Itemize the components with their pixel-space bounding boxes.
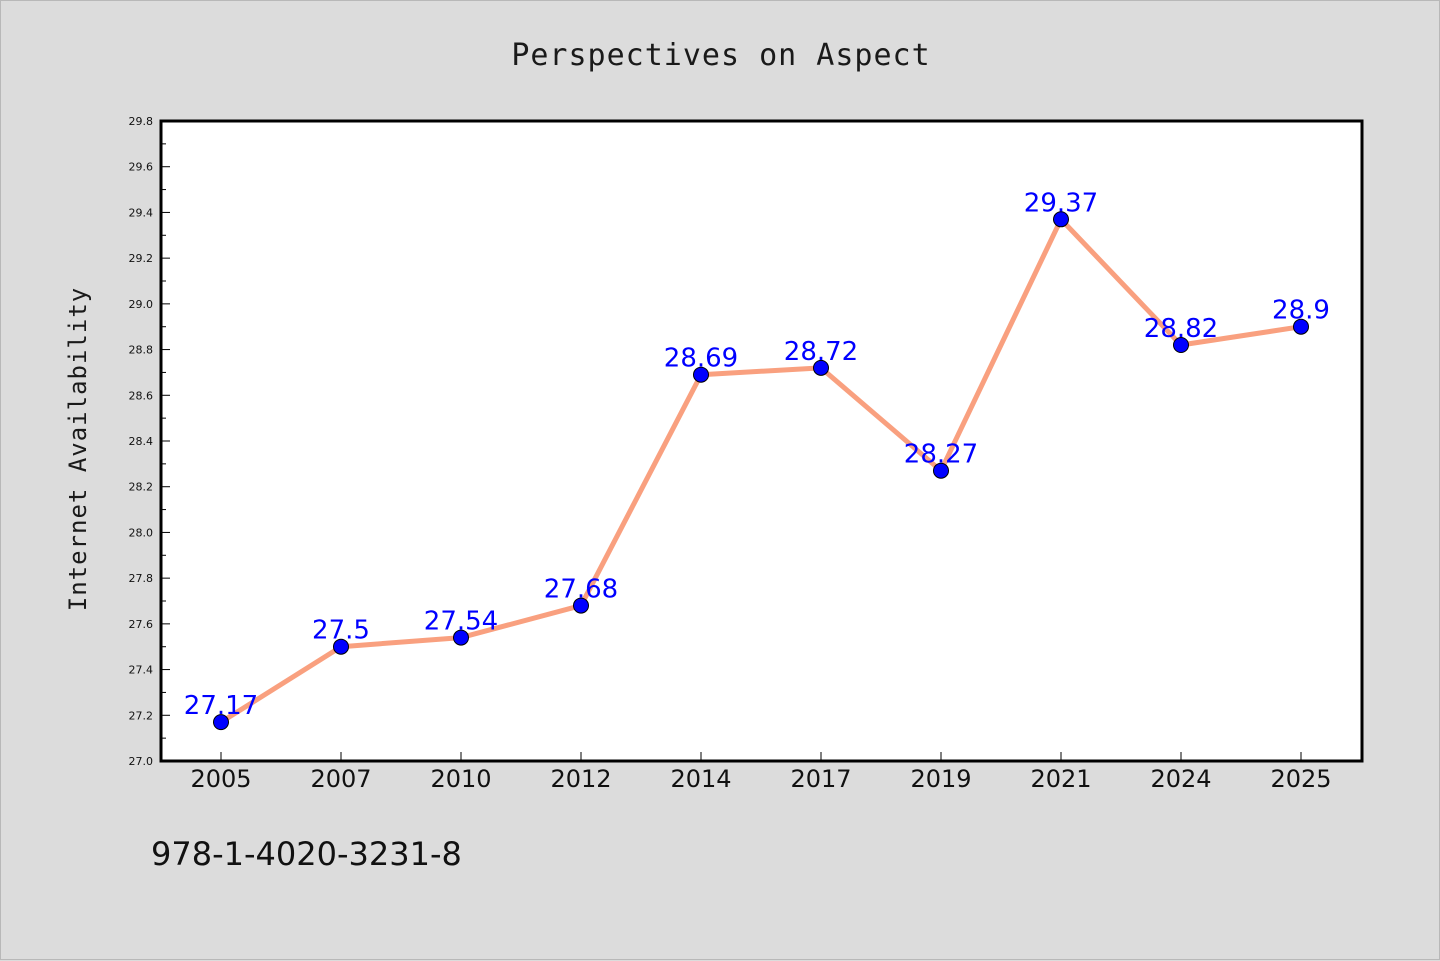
plot-area xyxy=(159,119,1364,763)
y-tick-label: 28.6 xyxy=(129,389,154,402)
data-label: 29.37 xyxy=(1024,188,1098,218)
x-tick-label: 2017 xyxy=(790,765,851,793)
y-tick-label: 28.2 xyxy=(129,481,154,494)
y-tick-label: 27.4 xyxy=(129,664,154,677)
y-tick-label: 29.0 xyxy=(129,298,154,311)
y-tick-label: 28.4 xyxy=(129,435,154,448)
series-layer: 27.17 27.5 27.54 27.68 28.69 28.72 28.27 29.37 2… xyxy=(184,188,1330,731)
y-tick-label: 29.4 xyxy=(129,206,154,219)
y-tick-label: 28.0 xyxy=(129,526,154,539)
data-label: 27.17 xyxy=(184,691,258,721)
y-tick-label: 29.8 xyxy=(129,115,154,128)
y-tick-label: 29.2 xyxy=(129,252,154,265)
data-label: 28.72 xyxy=(784,337,858,367)
data-label: 27.54 xyxy=(424,607,498,637)
data-label: 27.5 xyxy=(312,616,370,646)
data-point xyxy=(1173,337,1189,353)
x-tick-label: 2014 xyxy=(670,765,731,793)
y-tick-label: 28.8 xyxy=(129,344,154,357)
data-point xyxy=(573,597,589,614)
data-point xyxy=(1293,318,1309,335)
x-tick-label: 2012 xyxy=(550,765,611,793)
x-tick-label: 2025 xyxy=(1270,765,1331,793)
y-axis-label: Internet Availability xyxy=(64,287,92,611)
footer-isbn: 978-1-4020-3231-8 xyxy=(151,835,462,873)
data-label: 28.82 xyxy=(1144,314,1218,344)
data-label: 28.27 xyxy=(904,440,978,470)
y-tick-label: 27.6 xyxy=(129,618,154,631)
data-point xyxy=(453,629,469,646)
x-tick-label: 2019 xyxy=(910,765,971,793)
y-tick-label: 27.2 xyxy=(129,709,154,722)
x-tick-label: 2007 xyxy=(310,765,371,793)
x-tick-label: 2005 xyxy=(190,765,251,793)
data-point xyxy=(813,359,829,376)
y-axis: 27.0 27.2 27.4 27.6 27.8 28.0 28.2 28.4 28.6 28.8… xyxy=(129,115,170,768)
x-tick-label: 2024 xyxy=(1150,765,1211,793)
y-tick-label: 27.8 xyxy=(129,572,154,585)
y-tick-label: 27.0 xyxy=(129,755,154,768)
data-point xyxy=(213,714,229,731)
data-point xyxy=(1053,211,1069,228)
data-point xyxy=(933,462,949,479)
chart-title: Perspectives on Aspect xyxy=(511,38,930,73)
x-tick-label: 2021 xyxy=(1030,765,1091,793)
data-label: 28.9 xyxy=(1272,296,1330,326)
data-label: 27.68 xyxy=(544,575,618,605)
y-tick-label: 29.6 xyxy=(129,161,154,174)
data-point xyxy=(333,638,349,655)
x-tick-label: 2010 xyxy=(430,765,491,793)
data-label: 28.69 xyxy=(664,344,738,374)
data-point xyxy=(693,366,709,383)
x-axis: 2005 2007 2010 2012 2014 2017 2019 2021 2024 2025 xyxy=(190,752,1332,793)
series-line xyxy=(218,216,1304,725)
